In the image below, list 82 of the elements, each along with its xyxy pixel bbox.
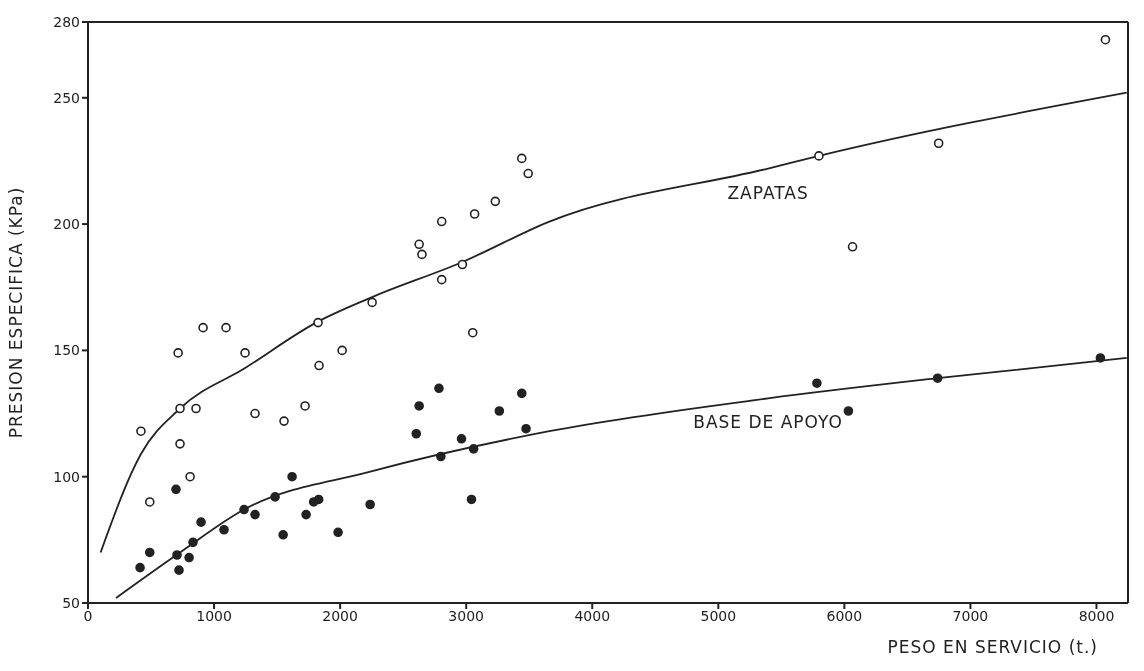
- y-tick-label: 150: [53, 342, 80, 359]
- point: [414, 401, 424, 411]
- point: [172, 550, 182, 560]
- point: [300, 401, 310, 411]
- point: [219, 524, 229, 535]
- point: [843, 406, 854, 416]
- point: [279, 416, 289, 426]
- point: [184, 552, 194, 563]
- point: [1100, 34, 1111, 45]
- point: [136, 426, 146, 437]
- point: [174, 565, 184, 575]
- point: [270, 492, 280, 502]
- point: [847, 242, 858, 252]
- y-tick-label: 50: [62, 594, 80, 611]
- point: [521, 423, 531, 434]
- point: [313, 317, 323, 328]
- point: [523, 168, 533, 179]
- point: [250, 408, 260, 419]
- point: [434, 383, 444, 394]
- point: [516, 388, 527, 399]
- point: [436, 451, 446, 462]
- x-tick-label: 3000: [448, 607, 484, 624]
- point: [191, 403, 201, 414]
- point: [456, 434, 467, 444]
- point: [933, 138, 944, 149]
- point: [144, 497, 155, 507]
- point: [144, 547, 155, 558]
- point: [1095, 353, 1106, 363]
- point: [337, 345, 347, 356]
- point: [932, 373, 943, 383]
- series-label: BASE DE APOYO: [693, 412, 843, 433]
- point: [365, 499, 375, 510]
- point: [466, 494, 477, 505]
- y-tick-label: 250: [53, 89, 80, 106]
- point: [812, 378, 822, 389]
- point: [313, 494, 324, 505]
- point: [494, 406, 505, 416]
- point: [173, 348, 183, 358]
- point: [188, 537, 198, 548]
- point: [287, 471, 297, 482]
- series-label: ZAPATAS: [727, 182, 809, 203]
- y-tick-label: 100: [53, 468, 80, 485]
- point: [185, 471, 195, 482]
- point: [411, 428, 422, 439]
- point: [301, 509, 311, 520]
- x-tick-label: 8000: [1078, 607, 1115, 624]
- point: [469, 209, 480, 219]
- point: [367, 297, 377, 308]
- x-tick-label: 1000: [196, 607, 232, 624]
- point: [171, 484, 181, 495]
- point: [240, 348, 250, 358]
- point: [135, 562, 145, 573]
- y-tick-label: 200: [53, 216, 80, 233]
- x-tick-label: 5000: [700, 607, 737, 624]
- x-tick-label: 6000: [826, 607, 863, 624]
- x-tick-label: 7000: [952, 607, 989, 624]
- point: [457, 259, 468, 270]
- x-tick-label: 2000: [322, 607, 358, 624]
- x-tick-label: 0: [83, 607, 93, 624]
- y-tick-label: 280: [53, 13, 80, 30]
- point: [198, 322, 208, 333]
- point: [196, 517, 206, 527]
- point: [490, 196, 501, 207]
- point: [175, 403, 185, 414]
- point: [278, 530, 288, 540]
- point: [239, 504, 249, 515]
- point: [221, 322, 231, 333]
- point: [314, 360, 324, 371]
- point: [417, 249, 427, 260]
- point: [467, 327, 478, 338]
- point: [436, 216, 447, 227]
- point: [250, 509, 260, 520]
- x-axis-title: PESO EN SERVICIO (t.): [887, 637, 1098, 657]
- point: [333, 527, 343, 538]
- x-tick-label: 4000: [574, 607, 611, 624]
- point: [516, 153, 527, 164]
- point: [814, 151, 824, 161]
- point: [468, 444, 479, 454]
- point: [414, 239, 424, 250]
- y-axis-title: PRESION ESPECIFICA (KPa): [6, 186, 27, 439]
- point: [436, 274, 447, 285]
- point: [175, 439, 185, 449]
